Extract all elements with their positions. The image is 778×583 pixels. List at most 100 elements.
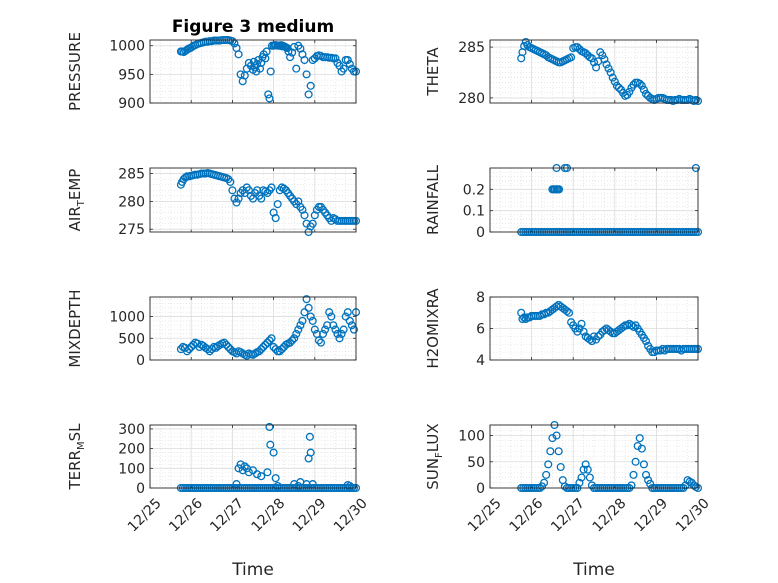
data-point [581,49,590,58]
data-point [261,187,270,196]
data-point [286,338,295,347]
data-point [266,440,275,449]
data-point [343,308,352,317]
data-point [308,55,317,65]
data-point [641,337,651,346]
data-point [255,64,265,73]
data-point [308,480,317,489]
series-points [517,37,703,106]
y-tick-label: 200 [118,442,145,458]
data-point [314,336,323,345]
data-point [598,51,607,60]
data-point [544,460,553,469]
subplot-mixdepth: 0 500 1000 MIXDEPTH [66,289,361,369]
data-point [266,67,275,76]
data-point [267,334,276,343]
data-point [637,81,646,90]
y-tick-label: 0.2 [463,182,485,198]
data-point [639,460,648,469]
data-point [627,321,636,330]
y-axis-label: THETA [424,47,442,97]
data-point [257,58,266,67]
data-point [540,478,549,487]
data-point [562,307,572,316]
subplot-rainfall: 0 0.1 0.2 RAINFALL [424,163,703,241]
data-point [535,311,544,320]
data-point [269,342,278,352]
data-point [587,337,596,346]
data-point [555,185,564,194]
data-point [253,470,262,479]
axes-box [489,424,699,489]
y-tick-label: 0 [136,481,145,497]
data-point [629,322,638,331]
y-tick-label: 4 [476,353,485,369]
data-point [573,43,582,52]
data-point [230,194,239,203]
data-point [349,325,358,334]
subplot-h2omixra: 4 6 8 H2OMIXRA [424,288,703,369]
data-point [300,308,309,317]
data-point [520,313,529,322]
data-point [564,308,574,317]
data-point [337,329,346,338]
y-tick-label: 50 [467,455,485,471]
data-point [635,434,644,443]
data-point [244,468,253,477]
data-point [232,198,241,207]
data-point [305,432,314,441]
y-tick-label: 0 [476,225,485,241]
data-point [619,322,628,331]
y-tick-label: 0.1 [463,204,485,220]
data-point [552,431,561,440]
data-point [629,470,638,479]
data-point [575,478,584,487]
data-point [273,481,282,491]
data-point [261,340,270,349]
data-point [183,347,192,356]
data-point [205,347,214,356]
data-point [577,319,586,328]
data-point [271,474,280,483]
data-point [306,448,315,457]
y-tick-label: 500 [118,331,145,347]
data-point [286,53,295,62]
data-point [327,312,336,321]
data-point [587,54,596,63]
x-axis-label: Time [231,560,274,580]
y-axis-label: PRESSURE [66,32,84,111]
series-points [176,295,361,360]
data-point [333,329,342,338]
y-tick-label: 280 [118,194,145,210]
y-axis-label: SUNFLUX [424,423,445,489]
chart-title: Figure 3 medium [172,17,334,37]
data-point [316,338,326,347]
data-point [520,42,529,51]
y-axis-label: RAINFALL [424,164,442,235]
y-tick-label: 285 [458,40,485,56]
data-point [267,183,276,192]
subplot-theta: 280 285 THETA [424,37,703,107]
data-point [335,334,344,343]
data-point [304,303,313,312]
data-point [631,457,640,466]
data-point [612,81,621,90]
data-point [304,90,313,99]
y-tick-label: 950 [118,67,145,83]
data-point [269,448,278,457]
data-point [262,47,271,56]
y-tick-label: 8 [476,290,485,306]
data-point [228,37,237,46]
plot-area [490,168,698,232]
data-point [635,79,644,88]
axes-box [149,167,357,233]
series-points [176,168,361,237]
y-tick-label: 6 [476,322,485,338]
data-point [300,211,309,220]
series-points [517,300,703,357]
data-point [689,481,698,490]
axes-box [489,39,699,104]
data-point [306,81,315,90]
data-point [310,325,319,334]
